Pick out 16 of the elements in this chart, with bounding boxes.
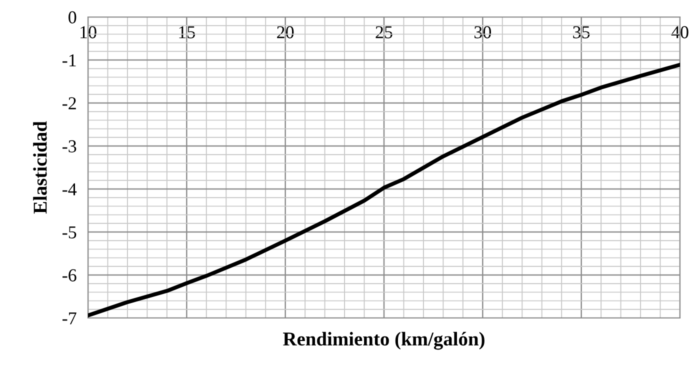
x-tick-label: 30: [474, 26, 492, 38]
y-tick-label: -4: [62, 183, 77, 196]
y-tick-label: -5: [62, 226, 76, 238]
x-tick-label: 20: [277, 26, 294, 38]
y-tick-label: -2: [62, 97, 76, 110]
x-tick-label: 35: [573, 26, 590, 38]
y-tick-label: 0: [68, 11, 76, 24]
y-tick-label: -3: [62, 140, 76, 152]
x-tick-label: 10: [80, 26, 96, 38]
x-axis-title: Rendimiento (km/galón): [283, 332, 484, 350]
y-tick-label: -6: [62, 269, 76, 282]
x-tick-label: 25: [376, 26, 392, 38]
y-tick-label: -7: [62, 312, 76, 324]
y-tick-label: -1: [62, 54, 76, 66]
x-tick-label: 15: [179, 26, 195, 38]
y-axis-title: Elasticidad: [33, 121, 47, 214]
